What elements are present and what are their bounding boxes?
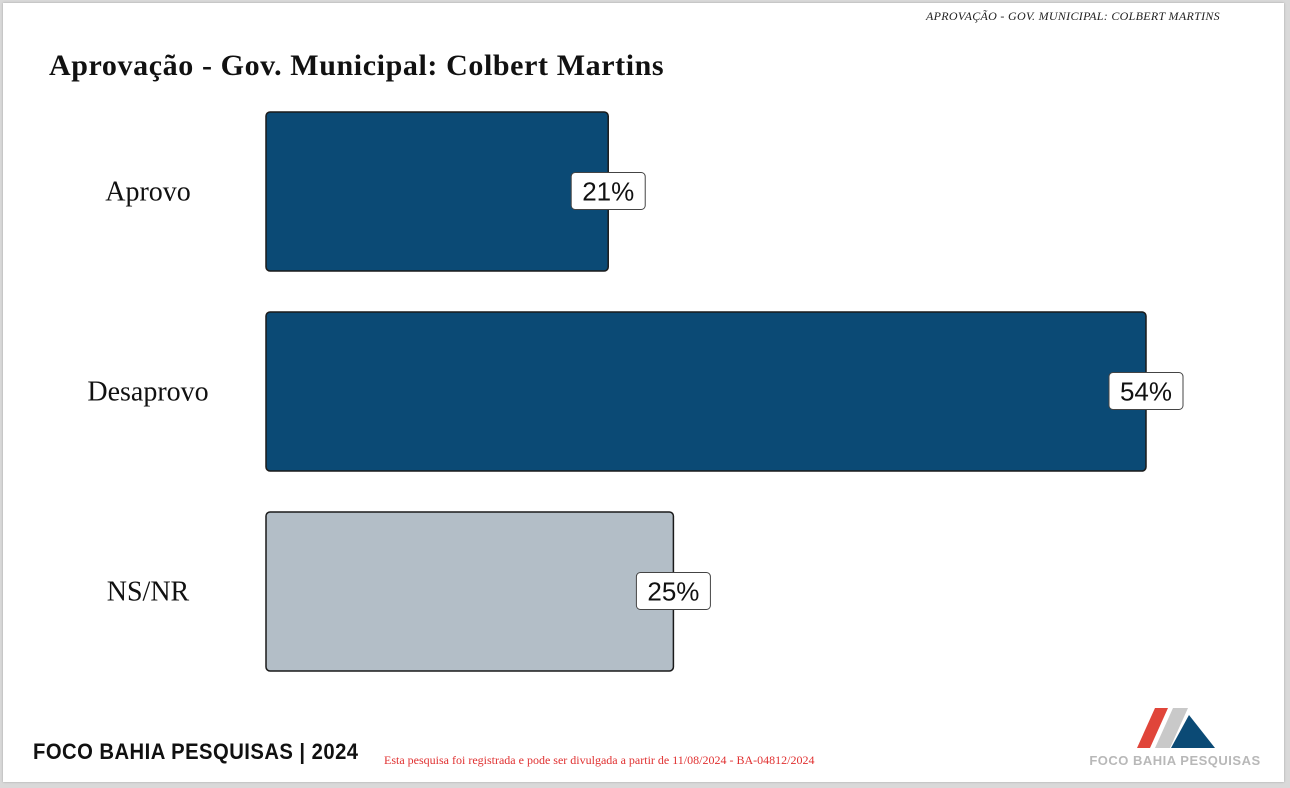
slide: APROVAÇÃO - GOV. MUNICIPAL: COLBERT MART… [3,3,1284,782]
chart-title: Aprovação - Gov. Municipal: Colbert Mart… [49,49,665,82]
running-header: APROVAÇÃO - GOV. MUNICIPAL: COLBERT MART… [925,9,1220,23]
value-label: 25% [647,577,699,607]
registration-note: Esta pesquisa foi registrada e pode ser … [384,753,815,767]
bar-aprovo [265,111,609,272]
footer-brand: FOCO BAHIA PESQUISAS | 2024 [33,739,359,764]
value-label-box [570,172,646,210]
value-label: 54% [1120,377,1172,407]
bar-desaprovo [265,311,1147,472]
logo-mark-icon [1137,708,1215,748]
bar-ns-nr [265,511,675,672]
category-label: Desaprovo [87,377,208,408]
value-label-box [635,572,711,610]
bar-chart: Aprovo 21% Desaprovo 54% NS/NR 25% [87,111,1184,672]
company-logo: FOCO BAHIA PESQUISAS [1075,703,1275,773]
value-label-box [1108,372,1184,410]
value-label: 21% [582,177,634,207]
logo-text: FOCO BAHIA PESQUISAS [1089,753,1261,768]
category-label: NS/NR [107,577,190,608]
category-label: Aprovo [105,177,191,208]
